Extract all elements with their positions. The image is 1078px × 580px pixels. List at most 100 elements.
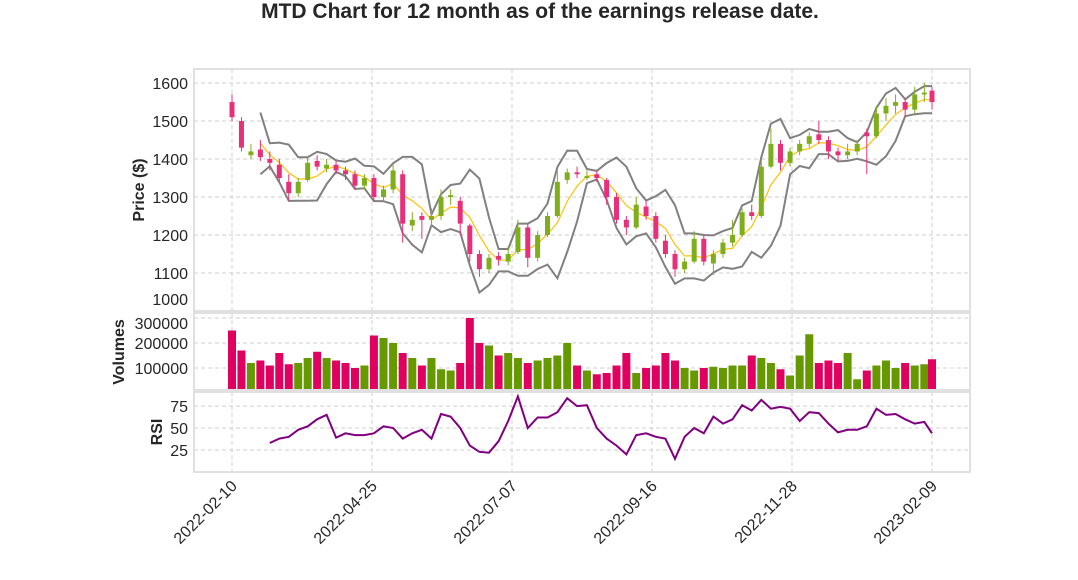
candle-body — [505, 254, 511, 262]
price-y-tick-label: 1400 — [152, 152, 188, 169]
candle-body — [893, 102, 899, 106]
volume-bar — [437, 369, 446, 390]
volume-bar — [910, 365, 919, 390]
volume-bars — [228, 318, 936, 390]
volume-bar — [513, 358, 522, 390]
rsi-ylabel: RSI — [149, 419, 166, 446]
volume-bar — [881, 360, 890, 390]
candle-body — [739, 212, 745, 236]
candle-body — [574, 172, 580, 175]
candle-body — [305, 162, 311, 180]
candle-body — [614, 197, 620, 220]
candle-body — [691, 238, 697, 262]
volume-bar — [891, 368, 900, 390]
candle-body — [428, 216, 434, 220]
volume-y-tick-label: 200000 — [135, 336, 188, 353]
volume-bar — [834, 363, 843, 390]
volume-bar — [680, 368, 689, 390]
price-y-tick-label: 1600 — [152, 76, 188, 93]
volume-bar — [602, 373, 611, 390]
volume-bar — [313, 351, 322, 390]
candle-body — [257, 149, 263, 158]
candle-body — [525, 227, 531, 258]
candle-body — [653, 216, 659, 239]
candle-body — [371, 178, 377, 198]
volume-bar — [573, 365, 582, 390]
candle-body — [672, 254, 678, 270]
x-tick-label: 2022-02-10 — [171, 478, 241, 548]
volume-bar — [228, 330, 236, 390]
candle-body — [333, 164, 339, 171]
candle-body — [381, 189, 387, 198]
candle-body — [749, 212, 755, 217]
volume-y-tick-label: 100000 — [135, 361, 188, 378]
candle-body — [662, 240, 668, 255]
volume-bar — [389, 343, 398, 390]
candle-body — [768, 143, 774, 167]
candle-body — [457, 200, 463, 224]
candle-body — [682, 261, 688, 270]
volume-bar — [728, 365, 737, 390]
volume-bar — [350, 368, 359, 390]
candle-body — [633, 204, 639, 228]
candle-body — [314, 160, 320, 167]
candle-body — [486, 257, 492, 270]
price-ylabel: Price ($) — [131, 158, 148, 221]
grid — [194, 69, 970, 472]
candle-body — [902, 102, 908, 110]
candle-body — [238, 121, 244, 148]
candle-body — [419, 216, 425, 220]
volume-bar — [699, 368, 708, 390]
candle-body — [758, 166, 764, 217]
volume-ylabel: Volumes — [111, 319, 128, 385]
volume-bar — [872, 365, 881, 390]
volume-bar — [322, 358, 331, 390]
volume-bar — [661, 353, 670, 390]
volume-bar — [484, 345, 493, 390]
candle-body — [295, 181, 301, 194]
rsi-y-tick-label: 25 — [170, 443, 188, 460]
rsi-line — [269, 393, 933, 462]
candle-body — [864, 132, 870, 137]
volume-bar — [408, 358, 417, 390]
candle-body — [544, 216, 550, 236]
volume-bar — [853, 379, 862, 390]
price-y-tick-label: 1100 — [154, 266, 189, 283]
volume-bar — [553, 355, 562, 390]
candle-body — [912, 94, 918, 110]
rsi-y-tick-label: 50 — [170, 421, 188, 438]
volume-bar — [920, 364, 929, 390]
rsi-y-tick-label: 75 — [170, 399, 188, 416]
volume-bar — [928, 359, 936, 390]
candle-body — [352, 174, 358, 186]
chart-title: MTD Chart for 12 month as of the earning… — [261, 0, 819, 23]
x-tick-label: 2022-07-07 — [451, 478, 521, 548]
price-y-tick-label: 1300 — [152, 190, 188, 207]
candle-body — [229, 102, 235, 118]
volume-bar — [642, 368, 651, 390]
volume-bar — [651, 365, 660, 390]
volume-bar — [776, 369, 785, 390]
volume-bar — [265, 365, 274, 390]
candle-body — [825, 140, 831, 152]
volume-bar — [504, 353, 513, 390]
candle-body — [343, 170, 349, 175]
volume-bar — [446, 370, 455, 390]
candle-body — [701, 238, 707, 262]
rsi-panel-frame — [193, 391, 971, 473]
volume-bar — [795, 355, 804, 390]
candle-body — [797, 143, 803, 152]
volume-bar — [622, 353, 631, 390]
volume-bar — [427, 358, 436, 390]
volume-bar — [843, 353, 852, 390]
candle-body — [476, 254, 482, 270]
candle-body — [921, 92, 927, 95]
volume-bar — [824, 360, 833, 390]
candle-body — [267, 159, 273, 163]
candle-body — [390, 170, 396, 190]
price-y-tick-label: 1000 — [152, 292, 188, 309]
x-tick-label: 2022-09-16 — [591, 478, 661, 548]
volume-bar — [303, 358, 312, 390]
candle-body — [409, 219, 415, 226]
